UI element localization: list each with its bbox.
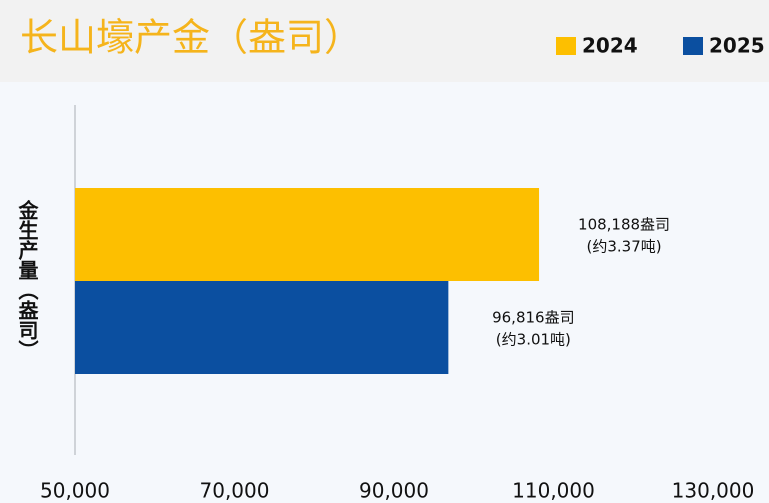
y-axis-label: 金生产量（盎司） [15,199,39,360]
x-tick-label: 50,000 [40,479,110,503]
x-tick-label: 70,000 [200,479,270,503]
chart-title: 长山壕产金（盎司） [20,16,362,60]
data-label: (约3.01吨) [496,331,571,349]
data-label: 96,816盎司 [492,309,575,327]
legend-label: 2024 [582,34,638,58]
legend-label: 2025 [709,34,765,58]
data-label: (约3.37吨) [586,238,661,256]
x-tick-label: 110,000 [512,479,595,503]
legend-swatch [683,37,703,55]
bar [75,281,449,374]
header-band [0,0,769,82]
bar [75,188,540,281]
legend-swatch [556,37,576,55]
x-tick-label: 130,000 [672,479,755,503]
data-label: 108,188盎司 [578,216,670,234]
x-tick-label: 90,000 [359,479,429,503]
